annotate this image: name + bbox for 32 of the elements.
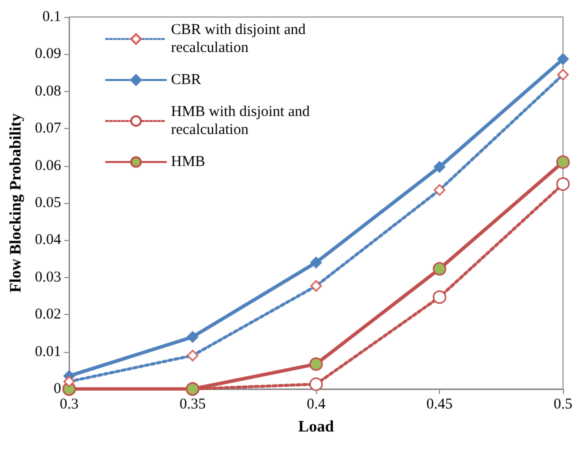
point bbox=[432, 290, 446, 304]
y-tick-label: 0.03 bbox=[34, 269, 62, 286]
point bbox=[432, 262, 446, 276]
legend-label: HMB bbox=[171, 154, 206, 170]
y-tick-label: 0.07 bbox=[34, 120, 62, 137]
point bbox=[309, 357, 323, 371]
x-tick-label: 0.3 bbox=[60, 396, 79, 412]
y-tick-label: 0.06 bbox=[34, 158, 62, 174]
point bbox=[186, 331, 198, 343]
legend-label: CBR bbox=[171, 72, 202, 88]
point bbox=[310, 256, 322, 268]
point bbox=[557, 53, 569, 65]
point bbox=[434, 161, 446, 173]
x-tick-label: 0.5 bbox=[554, 396, 572, 412]
x-tick-label: 0.45 bbox=[426, 396, 453, 412]
y-tick-label: 0.02 bbox=[34, 306, 62, 323]
point bbox=[556, 155, 570, 169]
y-tick-label: 0.08 bbox=[34, 83, 62, 100]
y-tick-label: 0.1 bbox=[42, 9, 62, 25]
point bbox=[556, 177, 570, 191]
x-axis-title: Load bbox=[298, 418, 334, 436]
y-tick-label: 0.09 bbox=[34, 46, 62, 62]
y-tick-label: 0.05 bbox=[34, 195, 62, 211]
y-tick-label: 0.04 bbox=[34, 232, 62, 248]
y-tick-label: 0.01 bbox=[34, 344, 62, 360]
legend-label: CBR with disjoint and recalculation bbox=[171, 22, 310, 56]
point bbox=[309, 377, 323, 391]
x-tick-label: 0.4 bbox=[306, 396, 326, 412]
y-axis-title: Flow Blocking Probability bbox=[8, 113, 24, 293]
x-tick-label: 0.35 bbox=[179, 396, 206, 412]
legend-label: HMB with disjoint and recalculation bbox=[171, 104, 314, 138]
y-tick-label: 0 bbox=[54, 381, 62, 397]
